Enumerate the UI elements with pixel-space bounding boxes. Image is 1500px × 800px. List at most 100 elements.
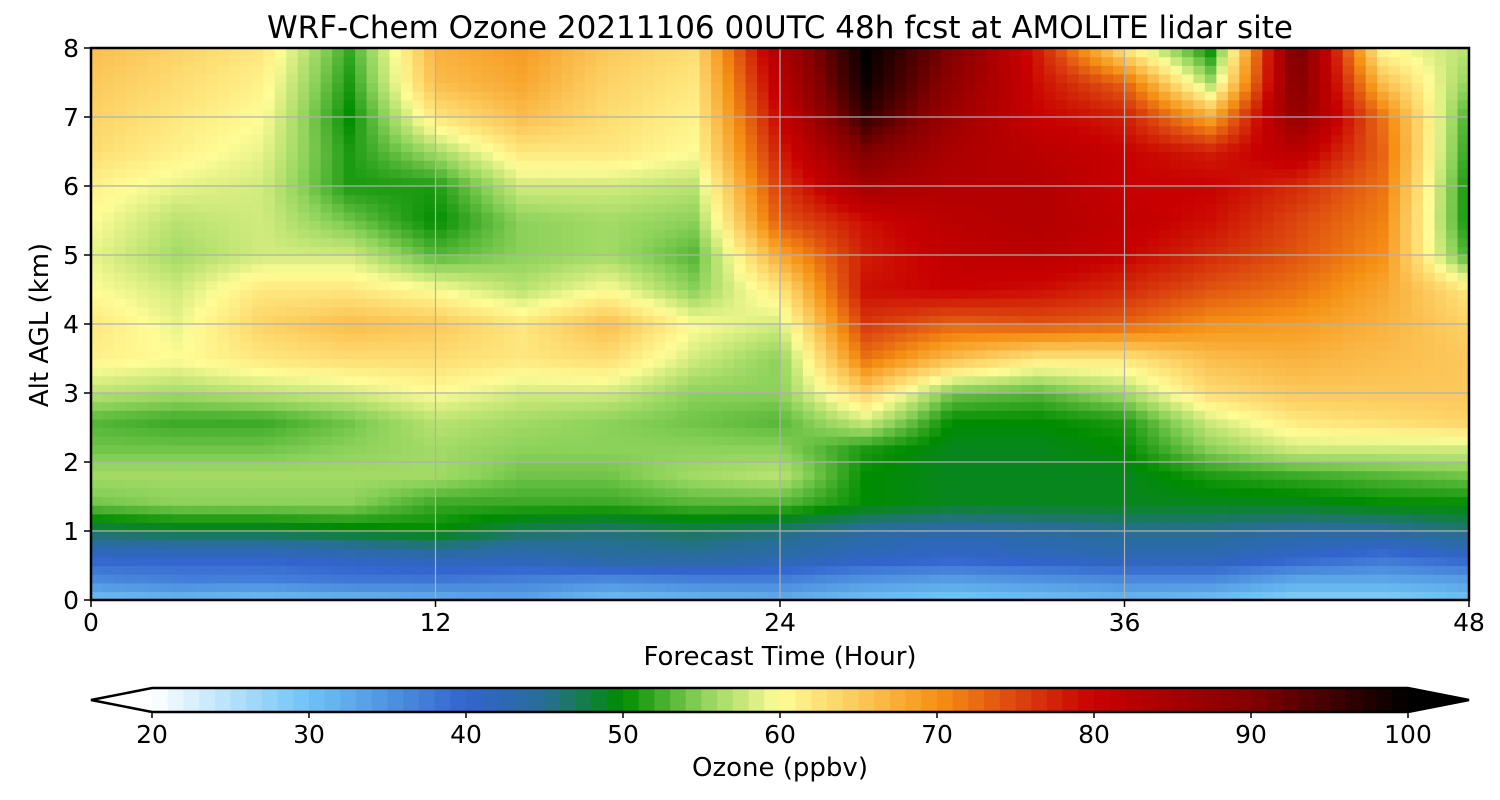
heat-cell	[665, 410, 678, 420]
heat-cell	[538, 332, 551, 342]
heat-cell	[871, 479, 884, 489]
heat-cell	[355, 341, 368, 351]
heat-cell	[504, 280, 517, 291]
heat-cell	[688, 332, 701, 342]
heat-cell	[940, 237, 953, 247]
heat-cell	[768, 341, 781, 351]
heat-cell	[676, 280, 689, 291]
heat-cell	[251, 237, 264, 247]
heat-cell	[113, 418, 127, 429]
heat-cell	[906, 496, 919, 506]
heat-cell	[757, 211, 770, 222]
heat-cell	[481, 237, 494, 247]
heat-cell	[182, 186, 195, 196]
heat-cell	[527, 56, 540, 66]
heat-cell	[699, 375, 712, 385]
heat-cell	[596, 237, 609, 247]
heat-cell	[458, 341, 471, 351]
heat-cell	[619, 298, 632, 308]
heat-cell	[550, 410, 563, 420]
heat-cell	[527, 220, 540, 230]
heat-cell	[136, 73, 150, 84]
heat-cell	[814, 272, 827, 282]
heat-cell	[699, 470, 712, 480]
heat-cell	[837, 367, 850, 377]
heat-cell	[286, 289, 299, 299]
heat-cell	[240, 289, 253, 299]
heat-cell	[894, 142, 907, 153]
heat-cell	[205, 194, 218, 204]
heat-cell	[240, 410, 253, 420]
heat-cell	[883, 427, 896, 437]
heat-cell	[676, 186, 689, 196]
heat-cell	[894, 56, 907, 66]
heat-cell	[538, 496, 551, 506]
heat-cell	[665, 513, 678, 523]
heat-cell	[240, 194, 253, 204]
heat-cell	[653, 496, 666, 506]
heat-cell	[952, 582, 965, 592]
heat-cell	[940, 82, 953, 92]
heat-cell	[883, 401, 896, 411]
heat-cell	[791, 513, 804, 523]
heat-cell	[665, 548, 678, 558]
heat-cell	[550, 539, 563, 549]
heat-cell	[389, 582, 402, 592]
heat-cell	[860, 349, 873, 360]
heat-cell	[194, 410, 207, 420]
heat-cell	[963, 565, 976, 575]
heat-cell	[136, 280, 150, 291]
heat-cell	[469, 531, 483, 541]
heat-cell	[469, 65, 483, 75]
heat-cell	[320, 203, 333, 213]
heat-cell	[412, 341, 425, 351]
heat-cell	[102, 272, 115, 282]
heat-cell	[194, 229, 207, 239]
heat-cell	[251, 462, 264, 472]
heat-cell	[320, 151, 333, 161]
heat-cell	[527, 160, 540, 170]
heat-cell	[217, 91, 230, 101]
heat-cell	[757, 436, 770, 446]
heat-cell	[240, 418, 253, 429]
heat-cell	[91, 117, 104, 127]
heat-cell	[596, 324, 609, 334]
heat-cell	[791, 384, 804, 394]
heat-cell	[102, 462, 115, 472]
heat-cell	[217, 134, 230, 144]
heat-cell	[814, 522, 827, 532]
heat-cell	[217, 531, 230, 541]
heat-cell	[688, 513, 701, 523]
heat-cell	[561, 375, 574, 385]
heat-cell	[745, 125, 758, 135]
heat-cell	[469, 203, 483, 213]
heat-cell	[722, 99, 735, 109]
heat-cell	[848, 531, 861, 541]
heat-cell	[860, 73, 873, 84]
heat-cell	[309, 168, 322, 178]
heat-cell	[458, 99, 471, 109]
heat-cell	[837, 117, 850, 127]
heat-cell	[780, 315, 793, 325]
heat-cell	[653, 470, 666, 480]
heat-cell	[665, 505, 678, 515]
heat-cell	[102, 393, 115, 403]
heat-cell	[343, 582, 356, 592]
heat-cell	[814, 349, 827, 360]
heat-cell	[217, 272, 230, 282]
heat-cell	[286, 539, 299, 549]
heat-cell	[159, 479, 172, 489]
heat-cell	[688, 203, 701, 213]
heat-cell	[148, 470, 161, 480]
heat-cell	[492, 401, 505, 411]
heat-cell	[171, 168, 184, 178]
heat-cell	[848, 436, 861, 446]
heat-cell	[688, 160, 701, 170]
heat-cell	[619, 548, 632, 558]
heat-cell	[332, 211, 345, 222]
heat-cell	[492, 91, 505, 101]
heat-cell	[492, 151, 505, 161]
heat-cell	[343, 401, 356, 411]
heat-cell	[814, 82, 827, 92]
heat-cell	[527, 358, 540, 368]
